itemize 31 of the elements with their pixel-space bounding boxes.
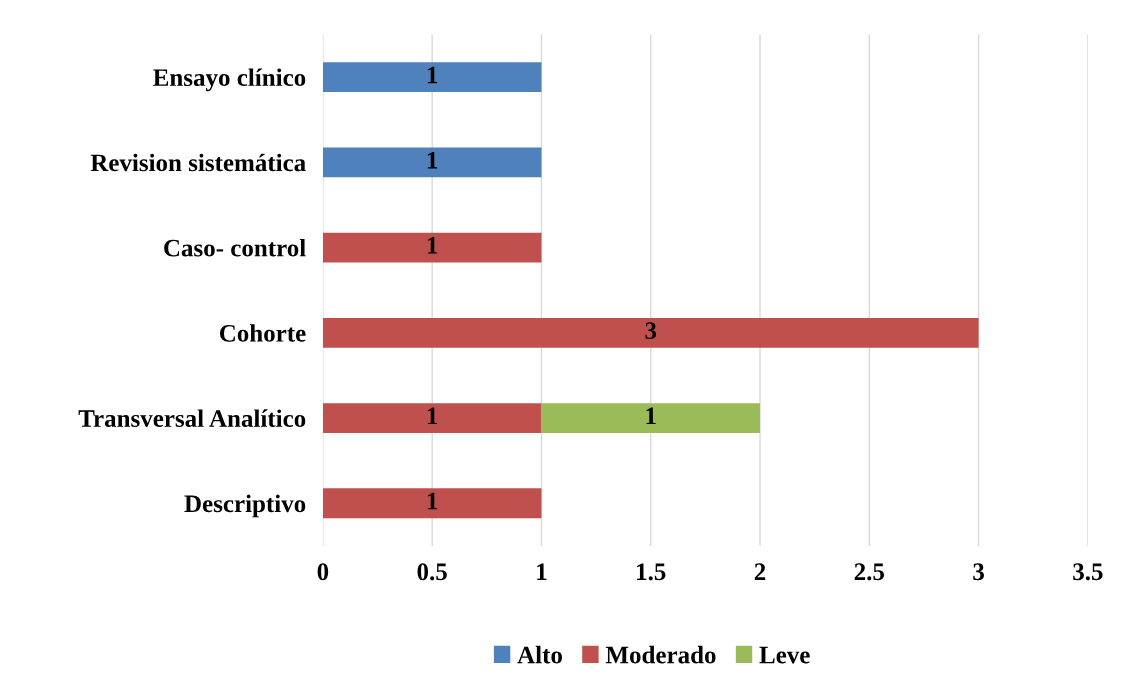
- y-tick-label: Transversal Analítico: [78, 409, 306, 427]
- x-tick-label: 1: [537, 563, 547, 580]
- x-tick-label: 0: [317, 563, 329, 581]
- data-label: 1: [427, 66, 438, 84]
- bar: [322, 317, 979, 348]
- x-tick-label: 2: [754, 563, 766, 580]
- bar: [322, 62, 542, 93]
- y-tick-label: Cohorte: [219, 324, 306, 342]
- data-label: 1: [427, 492, 438, 510]
- legend-label: Leve: [759, 646, 810, 664]
- data-label: 1: [427, 407, 438, 425]
- bar: [322, 403, 542, 433]
- x-tick-label: 1.5: [637, 563, 666, 581]
- data-label: 1: [646, 407, 656, 425]
- legend-label: Alto: [517, 645, 562, 664]
- y-tick-label: Ensayo clínico: [153, 68, 306, 92]
- y-tick-label: Descriptivo: [184, 494, 306, 518]
- data-label: 1: [427, 151, 438, 169]
- x-tick-label: 0.5: [417, 563, 447, 581]
- bar: [541, 403, 761, 433]
- y-tick-label: Caso- control: [164, 238, 306, 257]
- bar: [322, 488, 542, 519]
- data-label: 1: [427, 237, 438, 254]
- x-tick-label: 2.5: [854, 563, 885, 581]
- x-tick-label: 3.5: [1073, 563, 1103, 581]
- legend-label: Moderado: [605, 645, 716, 664]
- bar: [322, 147, 542, 178]
- x-tick-label: 3: [973, 563, 984, 581]
- y-tick-label: Revision sistemática: [90, 153, 306, 172]
- bar: [322, 232, 542, 263]
- data-label: 3: [645, 322, 657, 340]
